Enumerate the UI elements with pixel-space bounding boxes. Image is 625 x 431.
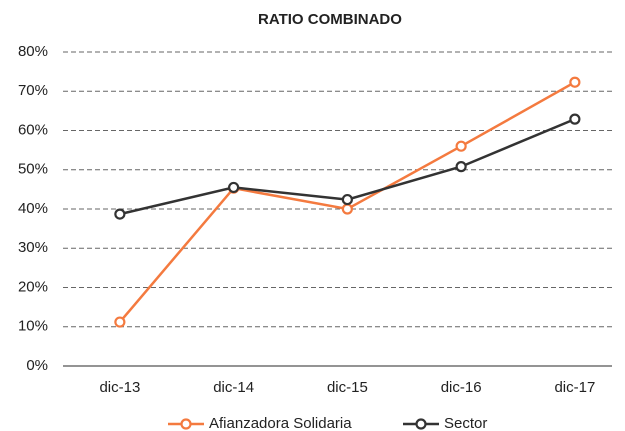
point-marker [114, 208, 126, 220]
point-marker [228, 181, 240, 194]
y-tick-label: 50% [18, 161, 48, 178]
point-marker [114, 316, 126, 328]
point-marker [569, 113, 581, 125]
legend-marker [180, 418, 192, 430]
x-tick-label: dic-13 [99, 379, 140, 396]
y-tick-label: 0% [26, 357, 48, 374]
x-tick-label: dic-16 [441, 379, 482, 396]
x-tick-label: dic-15 [327, 379, 368, 396]
point-marker [569, 76, 581, 88]
point-marker [341, 203, 353, 215]
y-tick-label: 10% [18, 318, 48, 335]
point-marker [341, 193, 353, 206]
x-tick-label: dic-17 [554, 379, 595, 396]
y-tick-label: 60% [18, 121, 48, 138]
y-tick-label: 70% [18, 82, 48, 99]
point-marker [455, 161, 467, 173]
point-marker [455, 140, 467, 152]
y-tick-label: 30% [18, 239, 48, 256]
y-tick-label: 40% [18, 200, 48, 217]
x-tick-label: dic-14 [213, 379, 254, 396]
y-tick-label: 80% [18, 43, 48, 60]
chart-title: RATIO COMBINADO [258, 11, 402, 28]
y-tick-label: 20% [18, 278, 48, 295]
legend-marker [415, 418, 427, 430]
legend-label: Sector [444, 415, 487, 431]
legend-label: Afianzadora Solidaria [209, 415, 352, 431]
